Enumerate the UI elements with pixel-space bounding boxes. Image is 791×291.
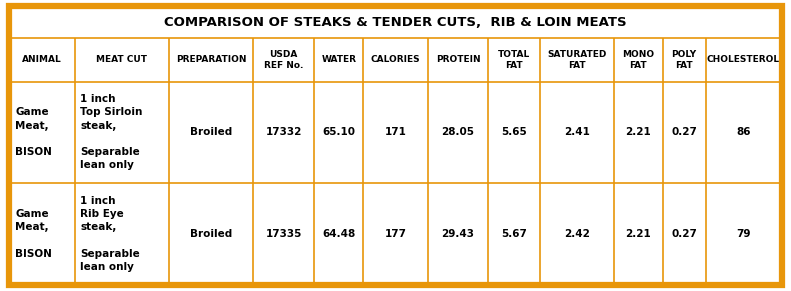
Text: Game
Meat,

BISON: Game Meat, BISON [15,209,52,259]
Text: 86: 86 [736,127,751,137]
Text: 17335: 17335 [266,229,302,239]
Text: 1 inch
Top Sirloin
steak,

Separable
lean only: 1 inch Top Sirloin steak, Separable lean… [80,94,142,170]
Text: 5.65: 5.65 [501,127,528,137]
Text: CHOLESTEROL: CHOLESTEROL [707,56,780,64]
Text: Broiled: Broiled [190,229,232,239]
Text: TOTAL
FAT: TOTAL FAT [498,50,531,70]
Text: 65.10: 65.10 [322,127,355,137]
Text: ANIMAL: ANIMAL [22,56,62,64]
Text: POLY
FAT: POLY FAT [672,50,697,70]
Text: 5.67: 5.67 [501,229,528,239]
Text: COMPARISON OF STEAKS & TENDER CUTS,  RIB & LOIN MEATS: COMPARISON OF STEAKS & TENDER CUTS, RIB … [165,16,626,29]
Text: WATER: WATER [321,56,356,64]
Text: 0.27: 0.27 [672,127,697,137]
Text: SATURATED
FAT: SATURATED FAT [547,50,607,70]
Text: 2.42: 2.42 [564,229,590,239]
Text: 2.41: 2.41 [564,127,590,137]
Text: 2.21: 2.21 [625,229,651,239]
Text: Game
Meat,

BISON: Game Meat, BISON [15,107,52,157]
Text: 29.43: 29.43 [441,229,475,239]
Text: 28.05: 28.05 [441,127,475,137]
Text: 171: 171 [384,127,407,137]
Text: CALORIES: CALORIES [371,56,420,64]
Text: 64.48: 64.48 [322,229,355,239]
Text: PREPARATION: PREPARATION [176,56,246,64]
Text: USDA
REF No.: USDA REF No. [264,50,304,70]
Text: PROTEIN: PROTEIN [436,56,480,64]
Text: 1 inch
Rib Eye
steak,

Separable
lean only: 1 inch Rib Eye steak, Separable lean onl… [80,196,140,272]
Text: MEAT CUT: MEAT CUT [97,56,147,64]
Text: 0.27: 0.27 [672,229,697,239]
Text: Broiled: Broiled [190,127,232,137]
Text: MONO
FAT: MONO FAT [622,50,654,70]
Text: 79: 79 [736,229,751,239]
Text: 177: 177 [384,229,407,239]
Text: 2.21: 2.21 [625,127,651,137]
Text: 17332: 17332 [266,127,302,137]
